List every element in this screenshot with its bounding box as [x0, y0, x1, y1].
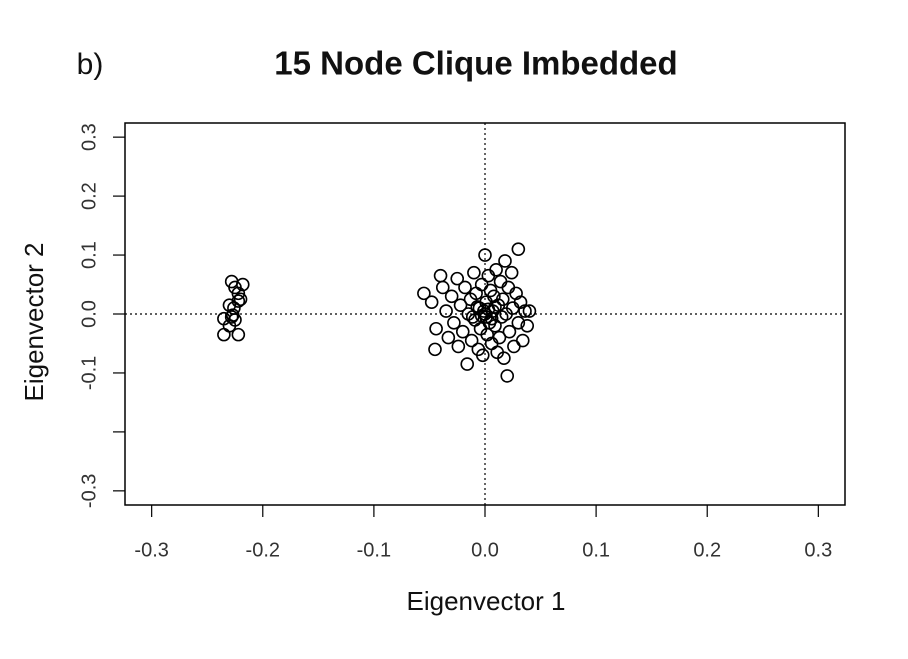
point — [504, 265, 519, 280]
point — [433, 268, 448, 283]
point — [435, 280, 450, 295]
x-tick-label: 0.0 — [471, 539, 499, 561]
y-axis-label: Eigenvector 2 — [19, 243, 49, 402]
point — [489, 262, 503, 277]
point — [217, 327, 231, 342]
x-axis-label: Eigenvector 1 — [407, 586, 566, 616]
point — [467, 265, 481, 280]
point — [492, 330, 507, 345]
chart-title: 15 Node Clique Imbedded — [274, 45, 677, 82]
x-tick-label: -0.3 — [134, 539, 168, 561]
point — [224, 310, 239, 324]
x-tick-label: 0.3 — [804, 539, 832, 561]
point — [424, 295, 439, 310]
point — [233, 292, 248, 307]
point — [497, 351, 511, 366]
point — [488, 300, 502, 314]
point — [458, 280, 472, 295]
point — [511, 316, 526, 330]
point — [478, 248, 492, 262]
point — [481, 268, 496, 283]
x-tick-label: -0.2 — [246, 539, 280, 561]
point — [464, 333, 479, 348]
point — [465, 310, 480, 324]
point — [453, 298, 468, 312]
x-tick-label: -0.1 — [357, 539, 391, 561]
point — [428, 342, 442, 357]
point — [455, 324, 470, 339]
point — [231, 286, 246, 301]
point — [451, 339, 466, 354]
point — [444, 289, 459, 304]
point — [511, 242, 526, 256]
y-tick-label: 0.0 — [78, 300, 100, 328]
point — [475, 348, 490, 363]
point — [441, 330, 456, 345]
point — [231, 327, 246, 342]
point — [498, 254, 512, 268]
panel-label: b) — [77, 48, 104, 81]
point — [507, 339, 521, 354]
point — [500, 369, 515, 383]
y-tick-label: 0.3 — [78, 123, 100, 151]
point — [225, 308, 240, 322]
y-tick-label: 0.1 — [78, 241, 100, 269]
point — [439, 304, 453, 318]
x-tick-label: 0.2 — [693, 539, 721, 561]
point — [522, 304, 537, 318]
point — [515, 333, 530, 348]
point — [447, 316, 461, 330]
y-tick-label: -0.3 — [78, 474, 100, 508]
y-tick-label: 0.2 — [78, 182, 100, 210]
point — [450, 271, 465, 286]
point — [429, 321, 443, 336]
point — [231, 294, 246, 308]
x-tick-label: 0.1 — [582, 539, 610, 561]
point — [417, 286, 431, 301]
point — [493, 274, 508, 289]
point — [495, 292, 510, 307]
y-tick-label: -0.1 — [78, 356, 100, 390]
point — [488, 318, 502, 333]
point — [460, 357, 475, 371]
point — [520, 318, 535, 333]
point — [502, 324, 517, 339]
point — [501, 280, 516, 295]
point — [518, 304, 532, 318]
